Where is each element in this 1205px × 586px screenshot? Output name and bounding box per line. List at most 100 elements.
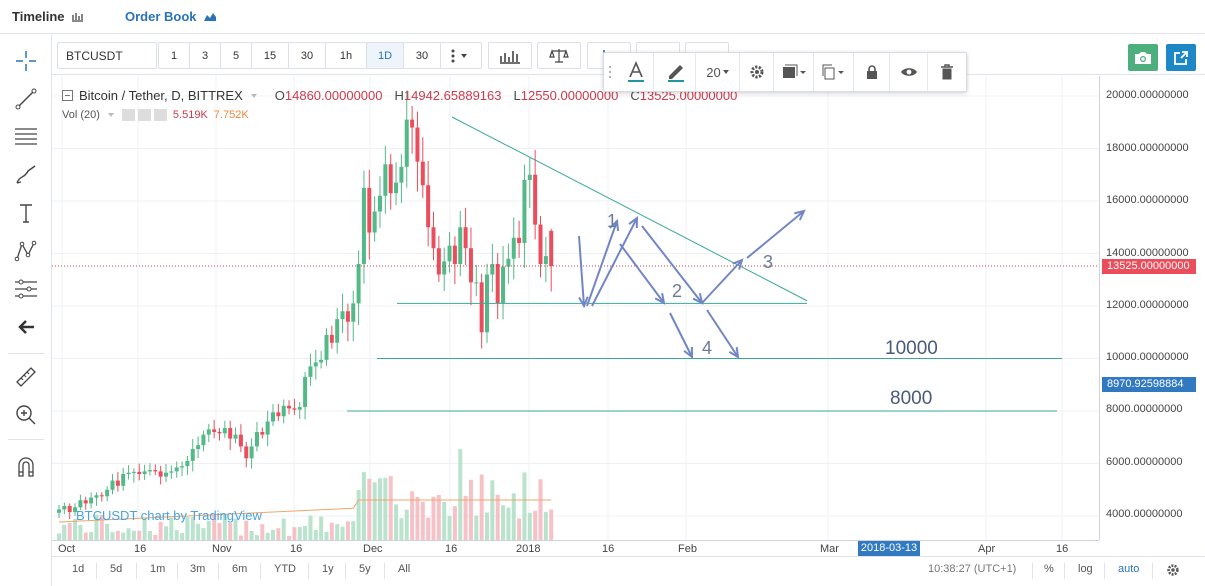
forecast-arrow xyxy=(746,210,805,259)
volume-bar xyxy=(308,515,313,540)
interval-dropdown[interactable] xyxy=(440,42,482,69)
zoom-tool[interactable] xyxy=(10,401,42,429)
interval-30-button[interactable]: 30 xyxy=(403,42,441,69)
forecast-arrowhead xyxy=(628,215,639,229)
text-color-button[interactable] xyxy=(618,53,654,91)
range-3m[interactable]: 3m xyxy=(190,563,206,575)
volume-bar xyxy=(137,530,142,540)
forecast-arrowhead xyxy=(654,292,666,305)
chart-type-button[interactable] xyxy=(488,42,532,69)
trend-line-tool[interactable] xyxy=(10,85,42,113)
lock-button[interactable] xyxy=(854,53,890,91)
volume-bar xyxy=(73,518,78,540)
range-all[interactable]: All xyxy=(398,563,411,575)
chart-canvas[interactable]: Bitcoin / Tether, D, BITTREX O14860.0000… xyxy=(52,76,1099,540)
range-6m[interactable]: 6m xyxy=(232,563,248,575)
h-key: H xyxy=(394,88,404,103)
hide-button[interactable] xyxy=(890,53,928,91)
tab-order-book[interactable]: Order Book xyxy=(125,9,217,24)
interval-3m-button[interactable]: 3 xyxy=(189,42,221,69)
volume-bar xyxy=(324,531,329,540)
fullscreen-button[interactable] xyxy=(1166,44,1196,71)
volume-bar xyxy=(533,510,538,540)
candle-body xyxy=(351,303,356,322)
candle-body xyxy=(329,334,334,343)
eye-icon xyxy=(900,68,917,76)
caret-down-icon[interactable] xyxy=(249,92,259,100)
interval-1m-button[interactable]: 1 xyxy=(158,42,190,69)
prediction-tool[interactable] xyxy=(10,275,42,303)
text-tool[interactable] xyxy=(10,199,42,227)
percent-toggle[interactable]: % xyxy=(1044,563,1054,575)
volume-bar xyxy=(549,509,554,540)
caret-down-icon xyxy=(722,70,729,74)
price-tick: 20000.00000000 xyxy=(1106,89,1189,101)
visual-order-button[interactable] xyxy=(774,53,814,91)
range-5y[interactable]: 5y xyxy=(359,563,371,575)
volume-bar xyxy=(287,535,292,540)
time-axis[interactable]: Oct 16 Nov 16 Dec 16 2018 16 Feb Mar Apr… xyxy=(52,540,1099,556)
candle-body xyxy=(201,434,206,446)
annotation-3: 3 xyxy=(763,252,774,272)
delete-button[interactable] xyxy=(928,53,966,91)
back-tool[interactable] xyxy=(10,313,42,341)
volume-bar xyxy=(212,514,217,540)
range-ytd[interactable]: YTD xyxy=(274,563,296,575)
time-tick: 16 xyxy=(1056,543,1069,555)
snapshot-button[interactable] xyxy=(1128,44,1158,71)
interval-15m-button[interactable]: 15 xyxy=(251,42,289,69)
measure-tool[interactable] xyxy=(10,363,42,391)
range-1d[interactable]: 1d xyxy=(72,563,85,575)
price-tick: 12000.00000000 xyxy=(1106,299,1189,311)
candle-body xyxy=(142,471,147,474)
price-chart[interactable] xyxy=(52,76,1099,540)
volume-bar xyxy=(153,534,158,540)
collapse-icon[interactable] xyxy=(62,90,73,101)
magnet-tool[interactable] xyxy=(10,453,42,481)
chart-settings-button[interactable] xyxy=(1166,563,1180,580)
clone-button[interactable] xyxy=(814,53,854,91)
range-1y[interactable]: 1y xyxy=(322,563,334,575)
settings-button[interactable] xyxy=(740,53,774,91)
line-color-button[interactable] xyxy=(656,53,696,91)
close-icon[interactable] xyxy=(153,109,167,121)
caret-down-icon[interactable] xyxy=(106,111,116,119)
auto-toggle[interactable]: auto xyxy=(1118,563,1140,575)
interval-1d-button[interactable]: 1D xyxy=(366,42,404,69)
price-tick: 6000.00000000 xyxy=(1106,456,1183,468)
candle-body xyxy=(538,224,543,264)
candle-body xyxy=(287,405,292,409)
settings-icon[interactable] xyxy=(137,109,151,121)
price-axis[interactable]: 20000.00000000 18000.00000000 16000.0000… xyxy=(1099,76,1205,540)
volume-bar xyxy=(335,524,340,540)
range-divider xyxy=(177,563,178,579)
log-toggle[interactable]: log xyxy=(1078,563,1093,575)
interval-5m-button[interactable]: 5 xyxy=(220,42,252,69)
volume-bar xyxy=(260,524,265,540)
tab-timeline[interactable]: Timeline xyxy=(12,9,84,24)
range-1m[interactable]: 1m xyxy=(150,563,166,575)
brush-tool[interactable] xyxy=(10,161,42,189)
interval-label: 1D xyxy=(377,49,393,62)
fib-tool[interactable] xyxy=(10,123,42,151)
candle-body xyxy=(442,261,447,275)
volume-bar xyxy=(244,520,249,540)
clock[interactable]: 10:38:27 (UTC+1) xyxy=(928,563,1017,575)
candle-body xyxy=(153,470,158,472)
line-width-dropdown[interactable]: 20 xyxy=(698,53,740,91)
range-5d[interactable]: 5d xyxy=(110,563,123,575)
tab-timeline-label: Timeline xyxy=(12,9,65,24)
forecast-arrow xyxy=(641,225,703,304)
range-divider xyxy=(1032,563,1033,579)
volume-bar xyxy=(217,523,222,540)
crosshair-tool[interactable] xyxy=(10,47,42,75)
interval-1h-button[interactable]: 1h xyxy=(325,42,367,69)
eye-icon[interactable] xyxy=(121,109,135,121)
drag-handle[interactable] xyxy=(604,53,616,91)
volume-bar xyxy=(372,482,377,540)
interval-30m-button[interactable]: 30 xyxy=(288,42,326,69)
candle-body xyxy=(105,489,110,497)
pattern-tool[interactable] xyxy=(10,237,42,265)
compare-button[interactable] xyxy=(537,42,581,69)
symbol-input[interactable]: BTCUSDT xyxy=(57,42,157,69)
